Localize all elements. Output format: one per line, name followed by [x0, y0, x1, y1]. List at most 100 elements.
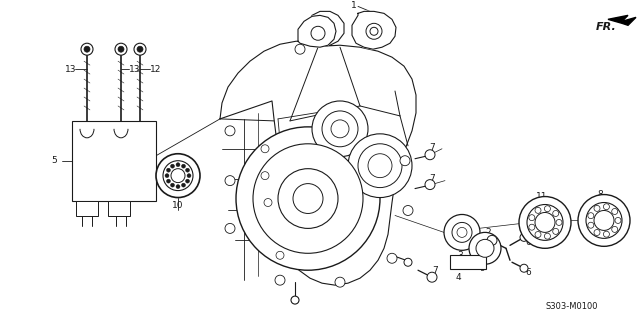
Circle shape [425, 150, 435, 160]
Circle shape [264, 198, 272, 206]
Circle shape [578, 195, 630, 246]
Text: 13: 13 [65, 65, 77, 74]
Circle shape [387, 253, 397, 263]
Circle shape [261, 145, 269, 153]
FancyBboxPatch shape [76, 201, 98, 216]
Circle shape [293, 184, 323, 213]
Circle shape [275, 275, 285, 285]
Circle shape [236, 127, 380, 270]
Circle shape [295, 44, 305, 54]
Circle shape [358, 144, 402, 188]
Text: 7: 7 [432, 266, 438, 275]
Circle shape [134, 43, 146, 55]
Text: 12: 12 [150, 65, 162, 74]
Text: 2: 2 [485, 228, 491, 237]
Circle shape [166, 179, 170, 183]
Circle shape [469, 232, 501, 264]
Circle shape [137, 46, 143, 52]
Circle shape [225, 126, 235, 136]
Circle shape [253, 144, 363, 253]
Text: FR.: FR. [596, 22, 617, 32]
Circle shape [261, 172, 269, 180]
Circle shape [331, 120, 349, 138]
Circle shape [404, 258, 412, 266]
Text: 11: 11 [536, 192, 548, 201]
Polygon shape [298, 15, 336, 47]
Circle shape [452, 222, 472, 242]
Circle shape [186, 168, 189, 172]
Circle shape [612, 209, 618, 214]
FancyBboxPatch shape [108, 201, 130, 216]
Text: 6: 6 [525, 268, 531, 277]
Circle shape [553, 211, 559, 216]
Circle shape [225, 176, 235, 186]
Text: 10: 10 [172, 201, 184, 210]
Circle shape [615, 218, 621, 223]
Circle shape [163, 161, 193, 191]
Circle shape [520, 233, 528, 241]
Circle shape [81, 43, 93, 55]
Text: 4: 4 [455, 273, 461, 282]
Circle shape [594, 211, 614, 230]
Circle shape [535, 207, 541, 213]
Circle shape [535, 212, 555, 232]
Circle shape [368, 154, 392, 178]
Circle shape [182, 164, 186, 168]
Circle shape [586, 203, 622, 238]
Circle shape [527, 204, 563, 240]
Polygon shape [608, 15, 636, 25]
Circle shape [545, 206, 550, 212]
Circle shape [529, 224, 535, 230]
Circle shape [225, 223, 235, 233]
Circle shape [84, 46, 90, 52]
Circle shape [166, 168, 170, 172]
Circle shape [553, 228, 559, 234]
Circle shape [276, 251, 284, 259]
Circle shape [171, 169, 185, 183]
Polygon shape [220, 12, 416, 285]
Circle shape [588, 222, 594, 228]
Circle shape [594, 229, 600, 236]
Circle shape [335, 277, 345, 287]
Text: 13: 13 [129, 65, 141, 74]
Text: 7: 7 [429, 143, 435, 152]
Text: 9: 9 [479, 264, 485, 273]
FancyBboxPatch shape [450, 255, 486, 269]
Text: S303-M0100: S303-M0100 [546, 301, 598, 311]
Circle shape [370, 27, 378, 35]
Circle shape [457, 228, 467, 237]
Circle shape [588, 213, 594, 219]
Text: 7: 7 [429, 174, 435, 183]
Circle shape [604, 204, 609, 210]
Circle shape [425, 180, 435, 189]
Circle shape [170, 183, 175, 187]
Circle shape [427, 272, 437, 282]
Circle shape [545, 233, 550, 239]
Circle shape [186, 179, 189, 183]
Circle shape [118, 46, 124, 52]
Circle shape [487, 236, 497, 245]
Circle shape [156, 154, 200, 197]
Circle shape [535, 231, 541, 237]
Circle shape [291, 296, 299, 304]
Circle shape [311, 26, 325, 40]
Circle shape [322, 111, 358, 147]
Circle shape [529, 215, 535, 221]
Text: 3: 3 [457, 251, 463, 260]
Circle shape [519, 196, 571, 248]
Text: 1: 1 [351, 1, 357, 10]
Circle shape [165, 174, 169, 178]
FancyBboxPatch shape [72, 121, 156, 201]
Circle shape [366, 23, 382, 39]
Circle shape [278, 169, 338, 228]
Polygon shape [352, 12, 396, 49]
Circle shape [612, 227, 618, 232]
Circle shape [594, 205, 600, 211]
Circle shape [170, 164, 175, 168]
Text: 6: 6 [525, 238, 531, 247]
Circle shape [403, 205, 413, 215]
Circle shape [444, 214, 480, 250]
Text: 5: 5 [51, 156, 57, 165]
Circle shape [187, 174, 191, 178]
Text: 8: 8 [597, 190, 603, 199]
